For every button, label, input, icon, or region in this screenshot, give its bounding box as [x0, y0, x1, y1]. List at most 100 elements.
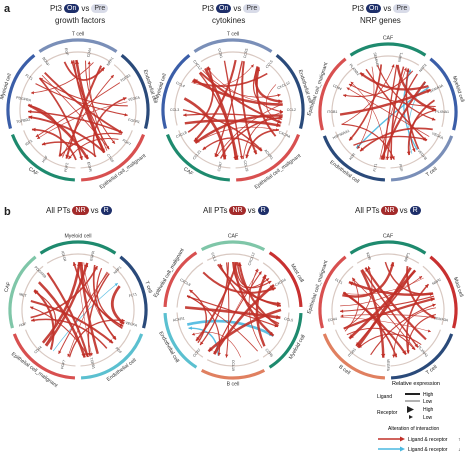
interaction-arrowhead: [360, 72, 365, 77]
gene-label: PLXNA1: [417, 345, 429, 358]
cell-type-label: T cell: [143, 280, 153, 294]
gene-label: CCR1: [217, 48, 223, 58]
interaction-arrowhead: [202, 146, 207, 150]
interaction-arrowhead: [356, 342, 360, 346]
interaction-arrowhead: [65, 154, 70, 159]
gene-label: CXCR4: [278, 130, 291, 139]
gene-track: [262, 262, 290, 308]
cell-type-label: CAF: [228, 233, 238, 239]
interaction-chord: [406, 283, 430, 354]
gene-label: CXCL8: [179, 278, 191, 287]
cell-type-arc: [390, 135, 454, 182]
cell-type-arc: [349, 240, 427, 255]
interaction-arrowhead: [405, 68, 410, 73]
interaction-arrowhead: [72, 262, 77, 266]
cell-type-label: Epithelial cell_malignant: [307, 61, 330, 116]
interaction-chord: [187, 66, 214, 133]
interaction-chord: [191, 332, 242, 358]
cell-type-arc: [163, 251, 198, 308]
panel-letter-b: b: [4, 206, 11, 218]
interaction-chord: [242, 111, 284, 159]
interaction-arrowhead: [340, 314, 344, 318]
interaction-arrowhead: [81, 353, 86, 358]
title-prefix: Pt3: [50, 4, 63, 13]
interaction-chord: [183, 97, 227, 160]
interaction-chord: [341, 64, 395, 125]
interaction-arrowhead: [279, 111, 283, 115]
gene-track: [21, 265, 44, 326]
interaction-chord: [339, 88, 432, 116]
gene-track: [174, 64, 198, 126]
gene-label: EGFR: [89, 250, 96, 261]
interaction-chord: [85, 60, 116, 145]
gene-label: SEMA3A: [429, 83, 444, 93]
interaction-arrowhead: [112, 335, 116, 340]
interaction-arrowhead: [222, 155, 227, 160]
interaction-arrowhead: [262, 274, 266, 280]
interaction-chord: [348, 64, 383, 141]
cell-type-label: Epithelial cell_malignant: [10, 351, 59, 389]
interaction-arrowhead: [191, 332, 195, 336]
interaction-chord: [340, 317, 431, 332]
interaction-chord: [348, 269, 417, 340]
cell-type-arc: [8, 255, 37, 329]
gene-label: ACKR1: [263, 149, 274, 161]
interaction-chord: [253, 66, 284, 113]
gene-label: CCR7: [192, 348, 201, 358]
interaction-arrowhead: [200, 341, 204, 345]
panel-b2-title: All PTs NR vs R: [203, 206, 269, 215]
legend-decrease-label: Ligand & receptor: [408, 447, 448, 453]
interaction-chord: [223, 60, 243, 160]
gene-label: VEGFA: [431, 131, 444, 140]
interaction-arrowhead: [106, 145, 110, 149]
gene-label: CCL21: [192, 149, 202, 160]
interaction-arrowhead: [258, 147, 263, 151]
panel-a3-title: Pt3 On vs Pre: [352, 4, 411, 13]
interaction-chord: [75, 59, 106, 154]
interaction-arrowhead: [389, 156, 393, 160]
interaction-arrowhead: [225, 354, 229, 358]
title-vs: vs: [399, 206, 408, 215]
gene-label: CXCR4: [274, 278, 287, 288]
panel-b1-title: All PTs NR vs R: [46, 206, 112, 215]
interaction-arrowhead: [94, 266, 98, 270]
interaction-chord: [215, 103, 283, 158]
interaction-arrowhead: [348, 281, 354, 286]
interaction-arrowhead: [343, 292, 346, 296]
interaction-chord: [59, 132, 122, 157]
cell-type-arc: [200, 240, 266, 252]
gene-track: [262, 312, 290, 358]
gene-label: NRP2: [431, 278, 441, 286]
interaction-arrowhead: [76, 262, 82, 267]
interaction-chord: [410, 109, 437, 152]
title-vs: vs: [90, 206, 99, 215]
interaction-chord: [207, 308, 282, 353]
interaction-chord: [29, 306, 89, 358]
interaction-arrowhead: [208, 347, 213, 352]
interaction-chord: [111, 285, 125, 325]
interaction-chord: [79, 261, 99, 355]
interaction-chord: [340, 314, 436, 319]
interaction-chord: [358, 333, 422, 349]
interaction-arrowhead: [111, 140, 115, 144]
interaction-chord: [390, 66, 405, 160]
interaction-arrowhead: [237, 262, 242, 267]
interaction-chord: [357, 66, 375, 150]
interaction-chord: [186, 319, 275, 337]
legend-ligand-high: High: [423, 392, 434, 398]
interaction-chord: [27, 103, 90, 160]
cell-type-label: CAF: [27, 166, 39, 177]
interaction-arrowhead: [122, 97, 127, 101]
gene-label: BDNF: [41, 56, 50, 67]
interaction-chord: [343, 297, 435, 330]
interaction-chord: [39, 77, 128, 107]
gene-track: [235, 130, 288, 169]
gene-label: CCL2: [287, 108, 296, 112]
panel-a2-title: Pt3 On vs Pre: [202, 4, 261, 13]
gene-track: [46, 253, 110, 264]
interaction-chord: [71, 60, 110, 150]
gene-track: [356, 253, 420, 264]
gene-track: [178, 130, 231, 169]
